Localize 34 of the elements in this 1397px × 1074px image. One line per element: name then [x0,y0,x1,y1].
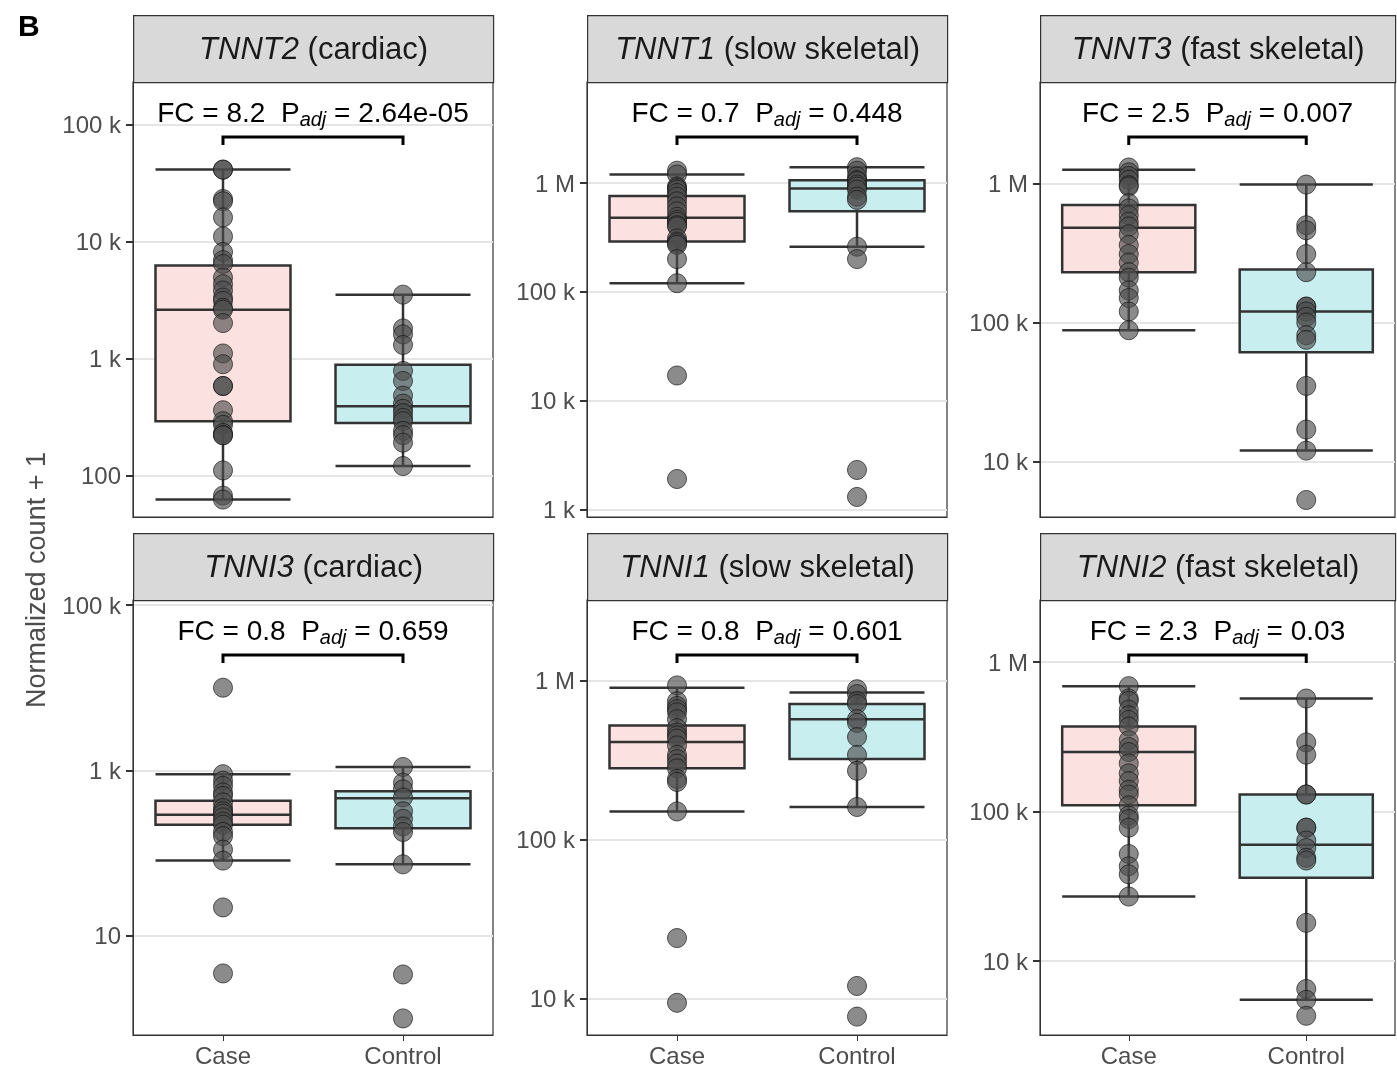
y-tick-label: 100 k [62,110,122,138]
y-tick-label: 10 k [529,985,576,1013]
y-tick-label: 1 M [534,666,575,694]
y-tick-label: 1 k [88,756,122,784]
y-tick-label: 10 [94,922,121,950]
chart-title: TNNI2 (fast skeletal) [1076,549,1360,585]
y-tick-label: 1 M [987,648,1028,676]
chart-title: TNNT2 (cardiac) [199,31,429,67]
y-tick-label: 1 k [542,495,576,523]
chart-title: TNNI1 (slow skeletal) [620,549,915,585]
y-axis-title: Normalized count + 1 [20,452,52,708]
x-tick-label: Control [818,1041,896,1069]
chart-title: TNNI3 (cardiac) [204,549,423,585]
x-tick-label: Control [364,1041,442,1069]
text: B [18,8,40,42]
x-tick-label: Case [194,1041,252,1069]
y-tick-label: 1 k [88,344,122,372]
y-tick-label: 100 k [969,798,1029,826]
y-tick-label: 100 k [516,278,576,306]
chart-title: TNNT1 (slow skeletal) [615,31,921,67]
y-tick-label: 10 k [982,448,1029,476]
x-tick-label: Case [1100,1041,1157,1069]
y-tick-label: 10 k [529,387,576,415]
x-tick-label: Case [648,1041,706,1069]
y-tick-label: 1 M [987,169,1028,197]
y-tick-label: 10 k [982,947,1029,975]
y-tick-label: 100 k [969,308,1029,336]
y-tick-label: 100 k [62,591,122,619]
x-tick-label: Control [1267,1041,1345,1069]
y-tick-label: 100 k [516,825,576,853]
y-tick-label: 1 M [534,169,575,197]
y-tick-label: 100 [80,461,121,489]
chart-title: TNNT3 (fast skeletal) [1071,31,1365,67]
y-tick-label: 10 k [75,227,122,255]
